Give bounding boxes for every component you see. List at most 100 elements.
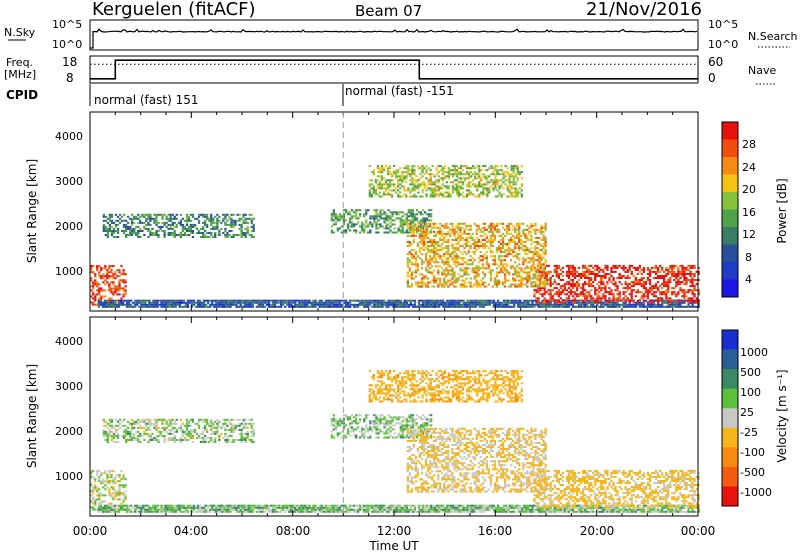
power-cell <box>234 223 237 226</box>
power-cell <box>157 236 160 238</box>
power-cell <box>455 169 459 172</box>
power-cell <box>444 301 447 304</box>
power-cell <box>638 279 641 281</box>
power-cell <box>495 251 499 254</box>
power-cell <box>361 299 364 302</box>
power-cell <box>137 232 140 234</box>
power-cell <box>409 303 412 306</box>
power-cell <box>413 303 417 306</box>
velocity-cell <box>133 420 136 423</box>
power-cell <box>503 228 507 231</box>
power-cell <box>697 303 700 306</box>
power-cell <box>433 281 436 284</box>
power-cell <box>691 264 694 267</box>
power-cell <box>185 230 189 232</box>
power-cell <box>506 189 509 192</box>
power-cell <box>594 275 597 277</box>
power-cell <box>136 303 139 306</box>
power-cell <box>679 289 682 292</box>
power-cell <box>181 234 184 236</box>
power-cell <box>406 253 409 256</box>
power-cell <box>461 245 464 247</box>
power-cell <box>474 301 477 304</box>
power-cell <box>191 230 195 232</box>
power-cell <box>90 289 93 292</box>
velocity-cell <box>149 428 152 431</box>
power-cell <box>642 285 646 288</box>
power-cell <box>534 273 537 276</box>
power-cell <box>410 224 413 227</box>
power-cell <box>108 217 111 220</box>
power-cell <box>648 273 652 275</box>
power-cell <box>168 303 171 306</box>
power-cell <box>435 247 438 250</box>
power-cell <box>169 217 172 220</box>
velocity-cell <box>108 418 111 421</box>
power-cell <box>393 223 396 226</box>
power-cell <box>421 299 425 302</box>
velocity-cell <box>90 500 93 503</box>
power-cell <box>423 181 426 184</box>
power-cell <box>147 223 150 226</box>
power-cell <box>363 229 366 232</box>
power-cell <box>450 305 453 308</box>
power-cell <box>579 293 583 296</box>
nsky-panel: N.Sky 10^5 10^0 10^5 10^0 N.Search <box>4 18 798 51</box>
power-cell <box>502 301 506 304</box>
power-cell <box>110 265 113 268</box>
power-cell <box>409 195 412 198</box>
power-cell <box>365 209 368 212</box>
power-cell <box>466 303 469 306</box>
power-cell <box>592 301 595 304</box>
power-cell <box>462 299 465 302</box>
power-cell <box>501 245 505 247</box>
power-cell <box>141 215 144 218</box>
cpid-segment-0: normal (fast) 151 <box>94 93 198 107</box>
power-cell <box>501 236 505 239</box>
power-cell <box>543 303 546 306</box>
power-cell <box>663 305 666 308</box>
power-cell <box>273 303 277 306</box>
power-cell <box>330 217 333 220</box>
velocity-cell <box>110 470 113 473</box>
power-cell <box>483 253 486 256</box>
power-cell <box>104 279 107 282</box>
velocity-cell <box>161 420 164 423</box>
power-cell <box>487 267 490 270</box>
velocity-cell <box>116 428 120 431</box>
power-cell <box>598 285 601 288</box>
velocity-cell <box>169 439 172 441</box>
power-cell <box>433 277 436 280</box>
power-cell <box>669 277 672 279</box>
power-cell <box>431 279 434 282</box>
power-cell <box>140 305 143 308</box>
power-cell <box>579 305 583 308</box>
power-cell <box>431 226 434 229</box>
power-cell <box>468 185 471 188</box>
power-cell <box>577 273 581 275</box>
power-cell <box>470 305 473 308</box>
power-cell <box>659 297 662 300</box>
power-cell <box>503 259 507 262</box>
power-cell <box>480 305 483 308</box>
power-cell <box>441 271 444 274</box>
power-cell <box>540 279 543 282</box>
power-cell <box>588 277 591 279</box>
power-cell <box>519 303 522 306</box>
power-cell <box>624 283 627 286</box>
power-cell <box>474 167 477 170</box>
power-cell <box>397 301 400 304</box>
power-cell <box>540 245 543 247</box>
power-cell <box>403 301 406 304</box>
power-cell <box>162 301 165 304</box>
power-cell <box>112 232 116 234</box>
power-cell <box>265 303 269 306</box>
power-cell <box>477 241 480 243</box>
power-cell <box>473 243 476 245</box>
power-cell <box>610 281 613 284</box>
velocity-cell <box>149 418 152 421</box>
velocity-cell <box>108 470 111 473</box>
freq-tick-top: 18 <box>62 55 77 69</box>
power-cell <box>472 179 475 182</box>
power-cell <box>161 221 164 224</box>
